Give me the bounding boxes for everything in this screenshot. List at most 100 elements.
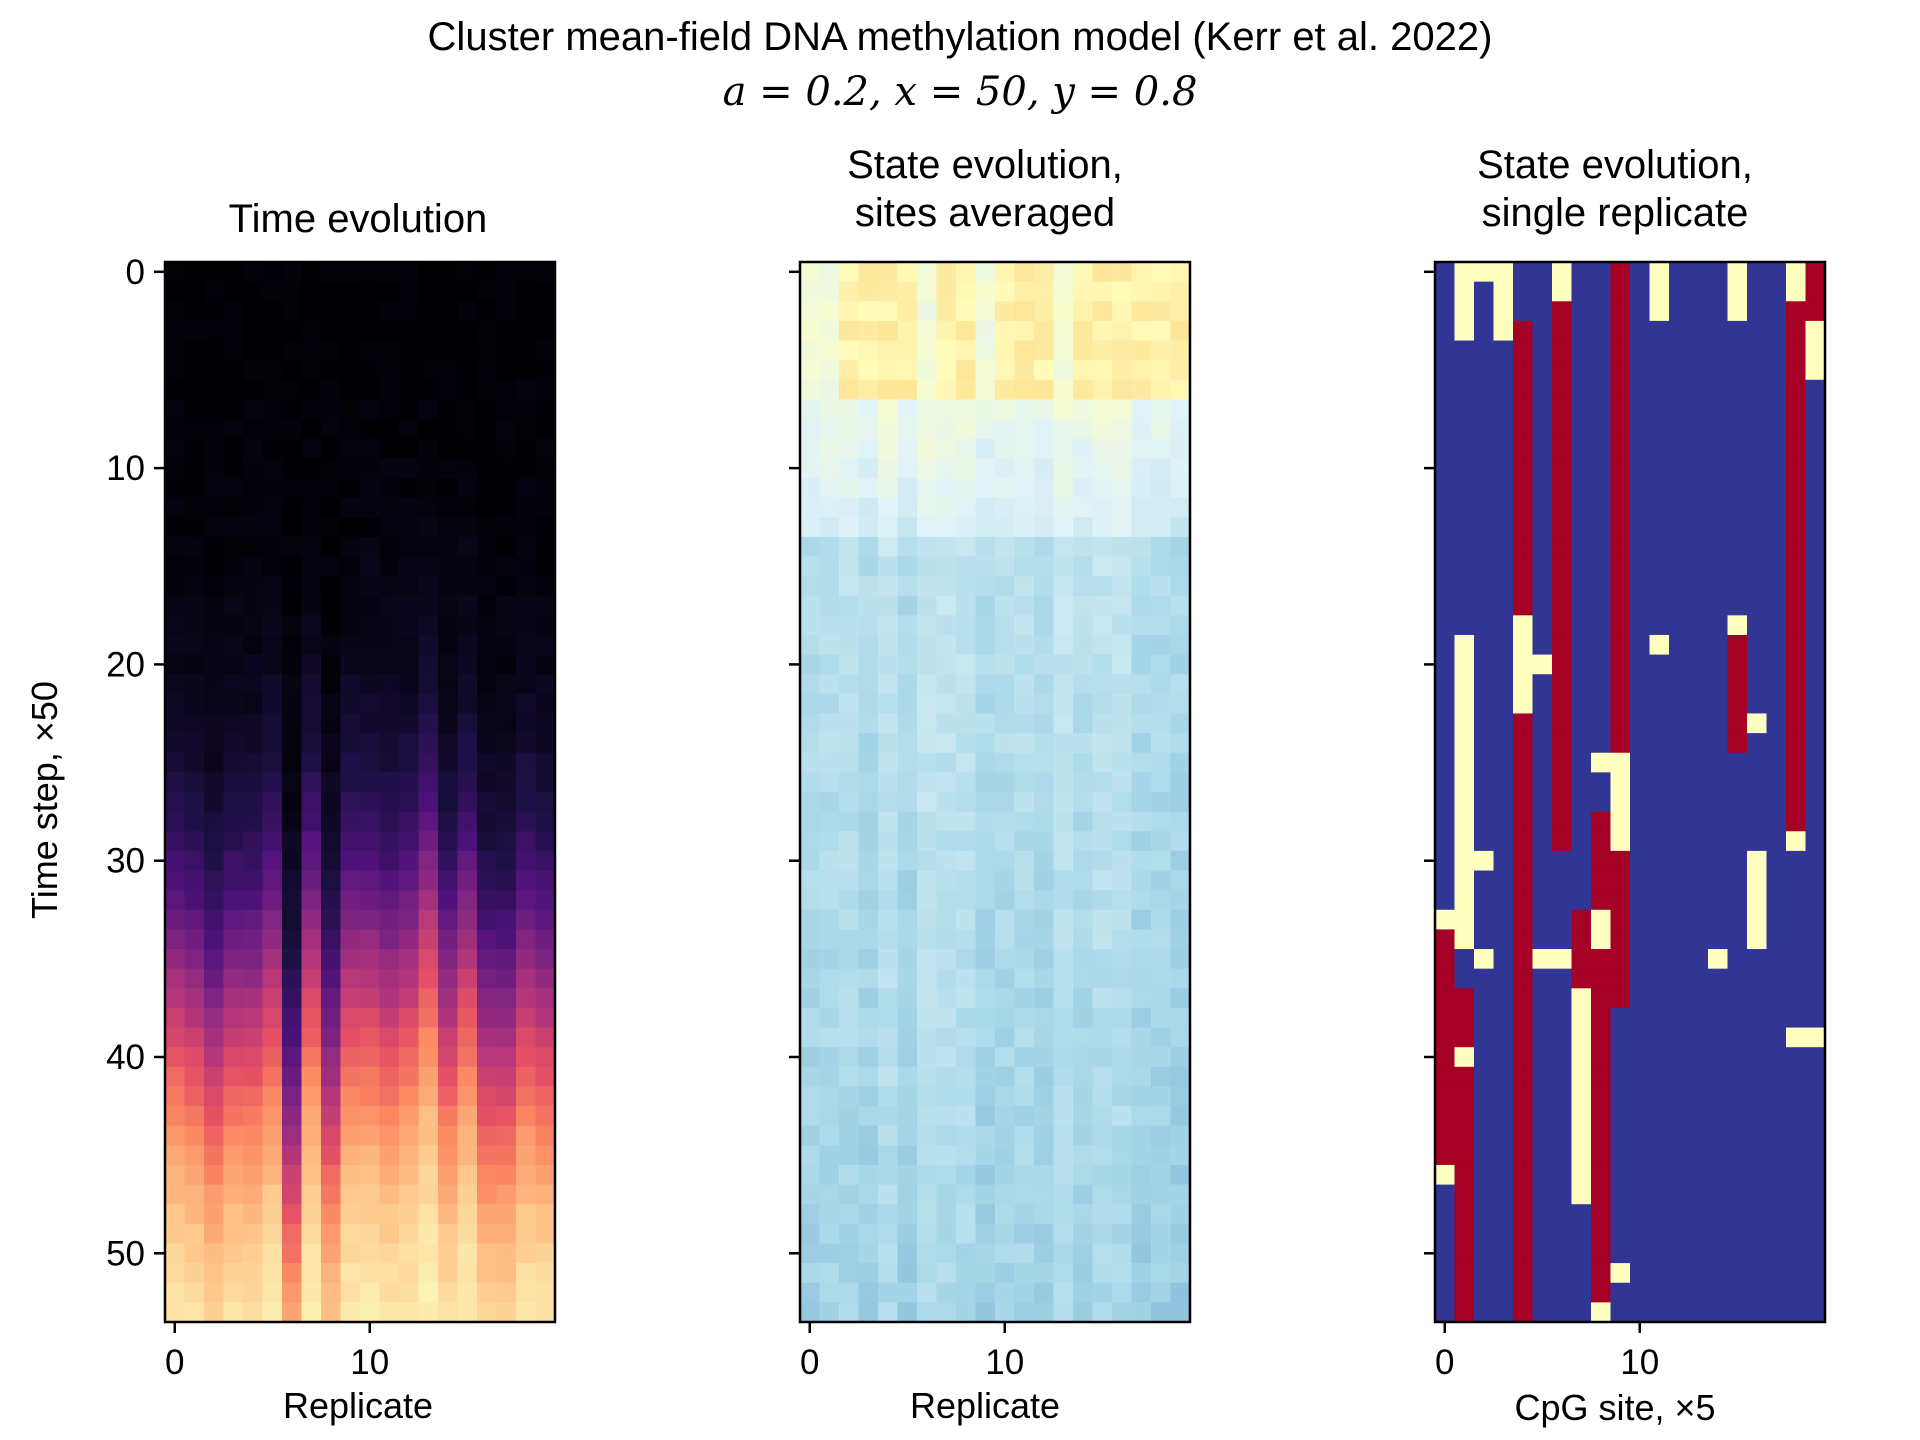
heat3-cell bbox=[1766, 811, 1787, 832]
heat2-cell bbox=[956, 1047, 977, 1068]
heat3-cell bbox=[1552, 517, 1573, 538]
heat3-cell bbox=[1805, 909, 1826, 931]
heat2-cell bbox=[1034, 379, 1055, 401]
heat1-cell bbox=[321, 301, 342, 322]
heat3-cell bbox=[1513, 1282, 1534, 1303]
heat2-cell bbox=[878, 693, 899, 715]
heat2-cell bbox=[995, 399, 1016, 420]
heat2-cell bbox=[1073, 968, 1094, 989]
heat2-cell bbox=[1092, 870, 1113, 891]
heat2-cell bbox=[800, 1263, 821, 1284]
heat2-cell bbox=[1170, 517, 1191, 538]
heat2-cell bbox=[995, 281, 1016, 302]
heat2-cell bbox=[1151, 1086, 1172, 1107]
heat1-cell bbox=[379, 949, 400, 970]
heat1-cell bbox=[516, 399, 537, 420]
heat1-cell bbox=[399, 831, 420, 852]
heat1-cell bbox=[418, 281, 439, 302]
heat1-cell bbox=[457, 909, 478, 931]
heat3-cell bbox=[1747, 320, 1768, 342]
xtick-label: 0 bbox=[1435, 1343, 1454, 1382]
heat3-cell bbox=[1610, 477, 1631, 499]
heat3-cell bbox=[1435, 1204, 1456, 1225]
heat1-cell bbox=[321, 792, 342, 813]
heat3-cell bbox=[1727, 870, 1748, 891]
heat3-cell bbox=[1454, 693, 1475, 715]
heat3-cell bbox=[1727, 811, 1748, 832]
heat3-cell bbox=[1630, 1027, 1651, 1048]
heat2-cell bbox=[819, 752, 840, 773]
heat2-cell bbox=[800, 693, 821, 715]
heat3-cell bbox=[1474, 890, 1495, 911]
heat3-cell bbox=[1708, 850, 1729, 872]
heat2-cell bbox=[917, 576, 938, 597]
heat1-cell bbox=[516, 1066, 537, 1088]
heat3-cell bbox=[1493, 419, 1514, 440]
heat3-cell bbox=[1591, 890, 1612, 911]
heat2-cell bbox=[1092, 674, 1113, 695]
heat2-cell bbox=[897, 1282, 918, 1303]
heat3-cell bbox=[1532, 536, 1553, 558]
heat2-cell bbox=[800, 1125, 821, 1146]
heat3-cell bbox=[1708, 929, 1729, 950]
heat1-cell bbox=[321, 517, 342, 538]
heat2-cell bbox=[1053, 1204, 1074, 1225]
heat2-cell bbox=[917, 556, 938, 577]
heat3-cell bbox=[1766, 301, 1787, 322]
heat3-cell bbox=[1805, 988, 1826, 1009]
heat1-cell bbox=[321, 595, 342, 616]
heat1-cell bbox=[399, 536, 420, 558]
heat1-cell bbox=[204, 988, 225, 1009]
heat2-cell bbox=[858, 399, 879, 420]
heat2-cell bbox=[917, 536, 938, 558]
heat3-cell bbox=[1513, 301, 1534, 322]
heat3-cell bbox=[1766, 831, 1787, 852]
heat3-cell bbox=[1493, 595, 1514, 616]
heat2-cell bbox=[858, 576, 879, 597]
heat2-cell bbox=[1014, 1184, 1035, 1205]
heat2-cell bbox=[1014, 1125, 1035, 1146]
heat3-cell bbox=[1571, 772, 1592, 793]
heat2-cell bbox=[897, 1106, 918, 1127]
heat1-cell bbox=[223, 576, 244, 597]
heat3-cell bbox=[1766, 595, 1787, 616]
heat3-cell bbox=[1513, 1007, 1534, 1029]
heat2-cell bbox=[956, 262, 977, 283]
heat2-cell bbox=[878, 340, 899, 361]
heat2-cell bbox=[975, 262, 996, 283]
heat1-cell bbox=[457, 399, 478, 420]
heat1-cell bbox=[204, 733, 225, 754]
heat3-cell bbox=[1688, 576, 1709, 597]
heat2-cell bbox=[1034, 517, 1055, 538]
heat1-cell bbox=[184, 693, 205, 715]
heat1-cell bbox=[340, 693, 361, 715]
heat1-cell bbox=[301, 556, 322, 577]
heat1-cell bbox=[477, 1302, 498, 1323]
heat2-cell bbox=[956, 850, 977, 872]
heat1-cell bbox=[535, 281, 556, 302]
heat2-cell bbox=[819, 1145, 840, 1166]
heat2-cell bbox=[956, 615, 977, 636]
heat1-cell bbox=[204, 497, 225, 518]
heat1-cell bbox=[184, 615, 205, 636]
heat2-cell bbox=[1073, 536, 1094, 558]
heat2-cell bbox=[839, 281, 860, 302]
heat2-cell bbox=[1151, 634, 1172, 656]
heat2-cell bbox=[1131, 1164, 1152, 1186]
heat3-cell bbox=[1630, 595, 1651, 616]
heat3-cell bbox=[1708, 477, 1729, 499]
heat3-cell bbox=[1766, 929, 1787, 950]
heat3-cell bbox=[1688, 1145, 1709, 1166]
heat1-cell bbox=[321, 831, 342, 852]
heat1-cell bbox=[457, 458, 478, 479]
heat3-cell bbox=[1786, 909, 1807, 931]
heat3-cell bbox=[1513, 1164, 1534, 1186]
heat1-cell bbox=[243, 674, 264, 695]
heat3-cell bbox=[1708, 811, 1729, 832]
heat3-cell bbox=[1610, 1302, 1631, 1323]
heat2-cell bbox=[897, 1086, 918, 1107]
heat3-cell bbox=[1708, 968, 1729, 989]
heat2-cell bbox=[975, 438, 996, 459]
heat1-cell bbox=[243, 949, 264, 970]
heat3-cell bbox=[1474, 477, 1495, 499]
